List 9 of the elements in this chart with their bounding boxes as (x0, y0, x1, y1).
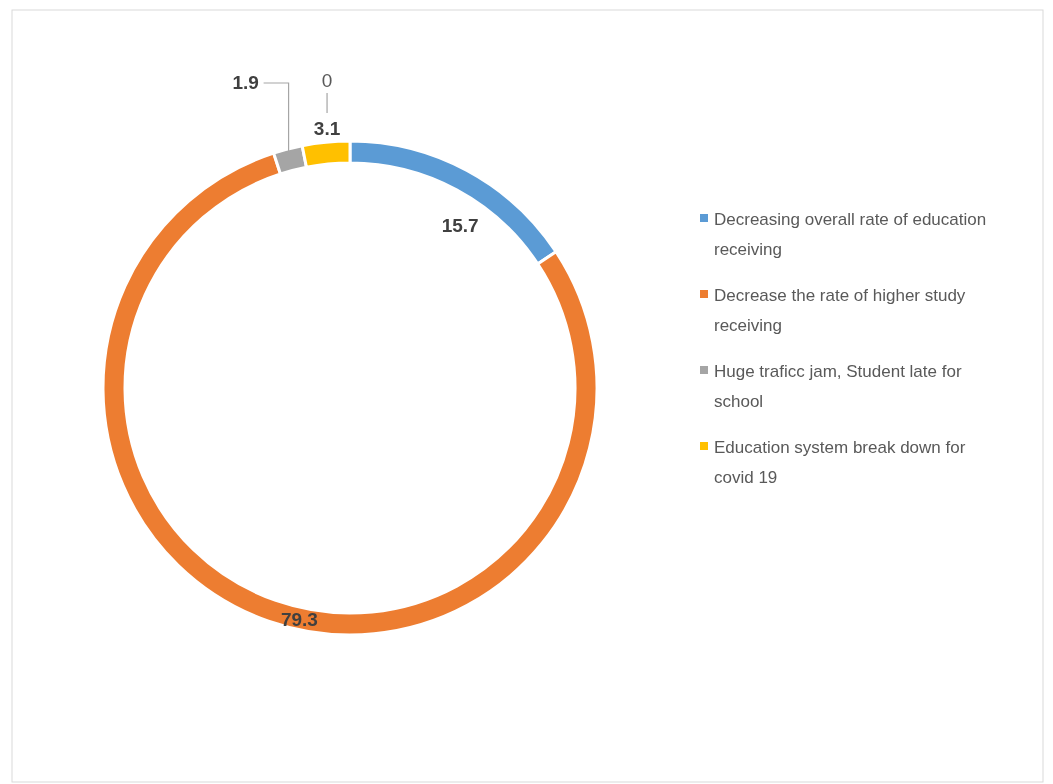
data-label: 79.3 (280, 608, 318, 630)
data-label: 1.9 (232, 72, 259, 93)
data-label: 3.1 (313, 118, 341, 140)
legend-label: Education system break down for covid 19 (714, 438, 966, 487)
text: 0 (321, 70, 333, 92)
data-label: 15.7 (441, 214, 479, 236)
legend-label: Decrease the rate of higher study receiving (714, 286, 966, 335)
legend-label: Huge traficc jam, Student late for school (714, 362, 962, 411)
legend-label: Decreasing overall rate of education receiving (714, 210, 987, 259)
